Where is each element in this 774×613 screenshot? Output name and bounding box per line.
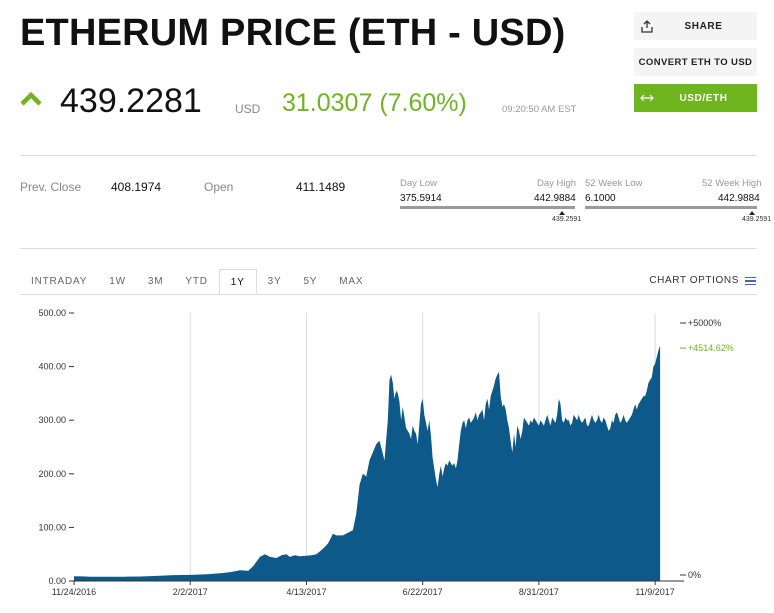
day-high-value: 442.9884	[534, 193, 576, 204]
tab-3y[interactable]: 3Y	[267, 276, 282, 287]
52-week-low-label: 52 Week Low	[585, 178, 643, 189]
day-range-marker-icon	[559, 211, 565, 215]
divider	[20, 248, 757, 249]
x-tick-label: 11/24/2016	[52, 587, 96, 597]
swap-arrows-icon	[634, 94, 660, 102]
tabs-baseline	[20, 294, 757, 295]
share-button[interactable]: SHARE	[634, 12, 757, 40]
day-low-label: Day Low	[400, 178, 437, 189]
open-value: 411.1489	[296, 180, 346, 194]
usd-eth-toggle-button[interactable]: USD/ETH	[634, 84, 757, 112]
current-change-label: +4514.62%	[688, 343, 734, 353]
y-tick-label: 0.00	[48, 576, 66, 586]
chart-options-label: CHART OPTIONS	[649, 275, 739, 286]
price-change: 31.0307 (7.60%)	[282, 89, 467, 117]
range-tabs: INTRADAY 1W 3M YTD 1Y 3Y 5Y MAX	[20, 269, 374, 294]
usd-eth-label: USD/ETH	[679, 92, 728, 104]
tab-max[interactable]: MAX	[339, 276, 364, 287]
tab-1w[interactable]: 1W	[109, 276, 126, 287]
convert-eth-to-usd-button[interactable]: CONVERT ETH TO USD	[634, 48, 757, 76]
up-arrow-icon	[20, 91, 42, 111]
52-week-range-marker-value: 439.2591	[742, 216, 772, 223]
x-tick-label: 6/22/2017	[403, 587, 443, 597]
x-tick-label: 11/9/2017	[635, 587, 674, 597]
y-tick-label: 300.00	[38, 415, 66, 425]
day-range-bar	[400, 206, 575, 209]
convert-label: CONVERT ETH TO USD	[638, 56, 753, 68]
y-tick-label: 200.00	[38, 469, 66, 479]
y-tick-label: 500.00	[38, 308, 66, 318]
tab-1y[interactable]: 1Y	[218, 269, 257, 294]
52-week-range-bar	[585, 206, 757, 209]
menu-icon	[745, 276, 756, 285]
52-week-low-value: 6.1000	[585, 193, 616, 204]
y-tick-label: 400.00	[38, 362, 66, 372]
right-tick-label: +5000%	[688, 318, 721, 328]
tab-intraday[interactable]: INTRADAY	[31, 276, 88, 287]
tab-ytd[interactable]: YTD	[185, 276, 208, 287]
tab-5y[interactable]: 5Y	[303, 276, 318, 287]
prev-close-value: 408.1974	[111, 180, 162, 194]
y-tick-label: 100.00	[38, 522, 66, 532]
day-high-label: Day High	[537, 178, 577, 189]
current-price: 439.2281	[60, 82, 202, 120]
quote-time: 09:20:50 AM EST	[502, 104, 577, 115]
x-tick-label: 2/2/2017	[173, 587, 208, 597]
chart-options-button[interactable]: CHART OPTIONS	[649, 275, 756, 286]
page-title: ETHERUM PRICE (ETH - USD)	[20, 12, 566, 54]
share-icon	[634, 19, 660, 33]
day-range-marker-value: 439.2591	[552, 216, 582, 223]
x-tick-label: 4/13/2017	[286, 587, 326, 597]
52-week-high-label: 52 Week High	[702, 178, 762, 189]
price-area	[74, 345, 661, 581]
currency-label: USD	[235, 102, 261, 116]
right-tick-label: 0%	[688, 570, 701, 580]
52-week-high-value: 442.9884	[718, 193, 760, 204]
share-label: SHARE	[684, 20, 723, 32]
price-chart[interactable]: 500.00 400.00 300.00 200.00 100.00 0.0011/24/…	[0, 300, 774, 613]
tab-3m[interactable]: 3M	[147, 276, 164, 287]
open-label: Open	[204, 180, 234, 194]
divider	[20, 155, 757, 156]
prev-close-label: Prev. Close	[20, 180, 82, 194]
x-tick-label: 8/31/2017	[519, 587, 559, 597]
52-week-range-marker-icon	[749, 211, 755, 215]
day-low-value: 375.5914	[400, 193, 442, 204]
